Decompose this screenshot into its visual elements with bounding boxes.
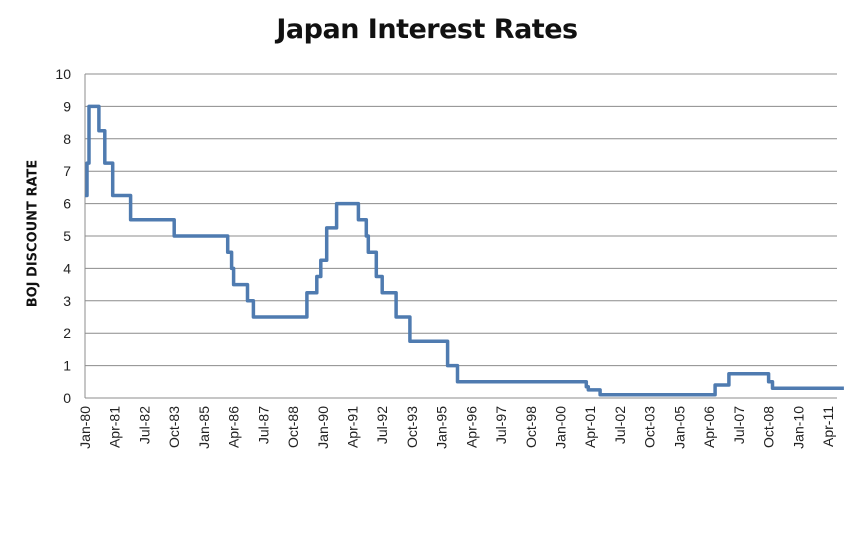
y-tick-label: 4: [63, 260, 71, 276]
y-tick-label: 3: [63, 293, 71, 309]
x-tick-label: Jul-97: [493, 406, 509, 444]
x-tick-label: Jan-10: [790, 406, 806, 449]
x-tick-label: Jul-92: [374, 406, 390, 444]
y-tick-label: 8: [63, 131, 71, 147]
y-tick-label: 5: [63, 228, 71, 244]
x-tick-label: Apr-06: [701, 406, 717, 448]
x-tick-label: Oct-83: [166, 406, 182, 448]
x-tick-label: Jan-85: [196, 406, 212, 449]
y-tick-label: 10: [55, 66, 71, 82]
x-tick-label: Apr-96: [463, 406, 479, 448]
x-tick-label: Jan-95: [434, 406, 450, 449]
x-tick-label: Oct-98: [523, 406, 539, 448]
x-tick-label: Apr-91: [344, 406, 360, 448]
y-tick-label: 0: [63, 390, 71, 406]
x-tick-label: Jan-80: [77, 406, 93, 449]
x-tick-label: Jul-02: [612, 406, 628, 444]
x-tick-label: Apr-81: [107, 406, 123, 448]
chart-title: Japan Interest Rates: [276, 14, 578, 45]
x-tick-label: Jan-00: [553, 406, 569, 449]
y-tick-label: 9: [63, 98, 71, 114]
rate-line: [85, 104, 844, 397]
x-tick-label: Oct-93: [404, 406, 420, 448]
y-tick-label: 2: [63, 325, 71, 341]
y-tick-label: 1: [63, 358, 71, 374]
y-tick-label: 6: [63, 196, 71, 212]
x-tick-label: Apr-11: [820, 406, 836, 447]
gridlines: [84, 73, 837, 399]
x-axis-ticks: Jan-80 Apr-81 Jul-82 Oct-83 Jan-85 Apr-86 Jul-…: [77, 406, 836, 449]
x-tick-label: Apr-01: [582, 406, 598, 448]
y-axis-ticks: 0 1 2 3 4 5 6 7 8 9 10: [55, 66, 71, 406]
x-tick-label: Jan-05: [671, 406, 687, 449]
x-tick-label: Apr-86: [226, 406, 242, 448]
y-tick-label: 7: [63, 163, 71, 179]
x-tick-label: Jan-90: [315, 406, 331, 449]
x-tick-label: Oct-03: [642, 406, 658, 448]
x-tick-label: Jul-87: [255, 406, 271, 444]
x-tick-label: Jul-07: [731, 406, 747, 444]
x-tick-label: Oct-88: [285, 406, 301, 448]
x-tick-label: Oct-08: [761, 406, 777, 448]
x-tick-label: Jul-82: [136, 406, 152, 444]
